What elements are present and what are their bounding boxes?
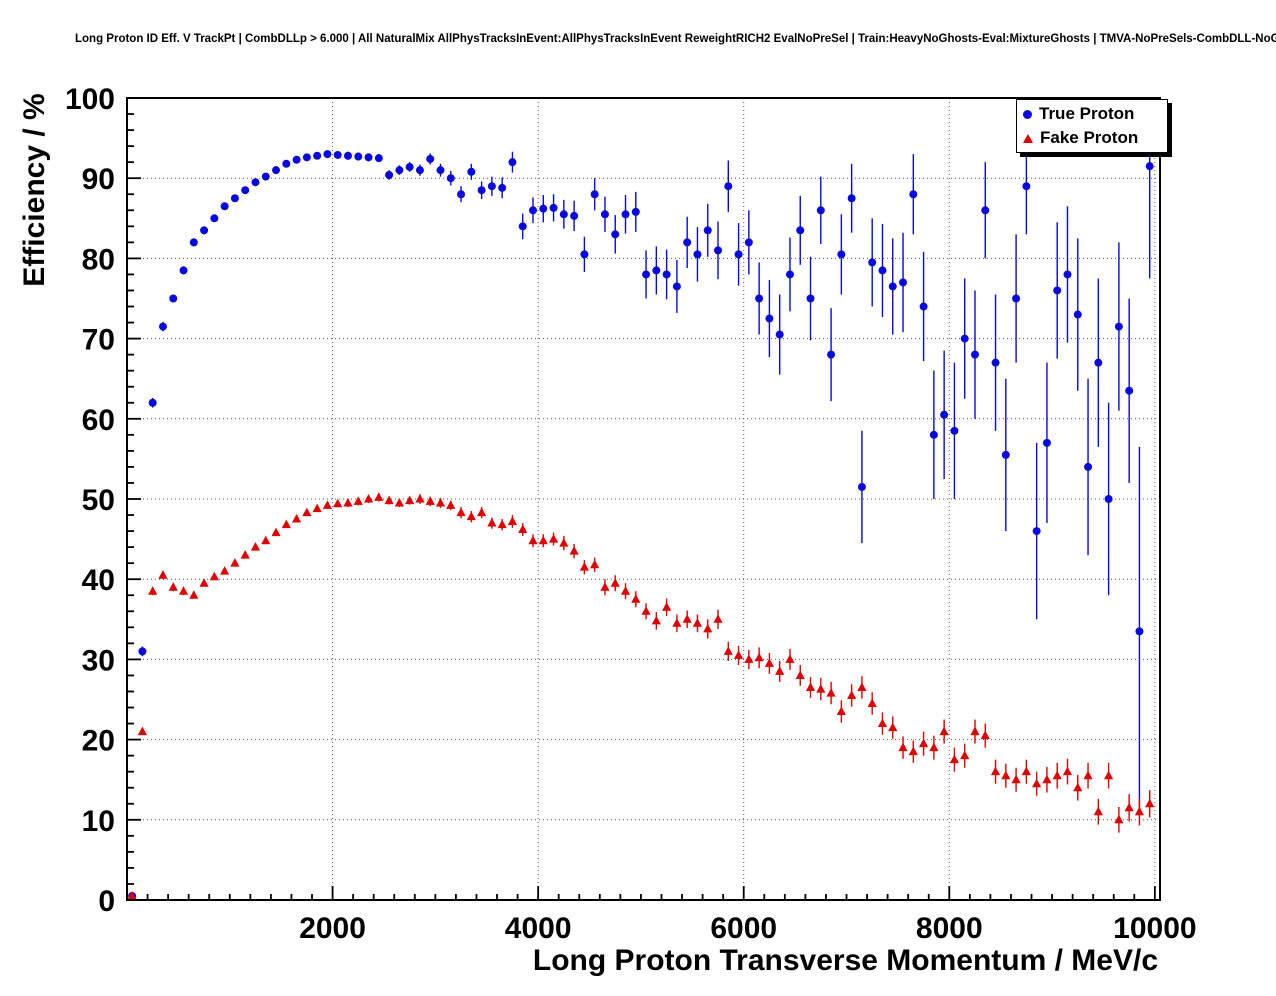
- axis-ticks: [126, 97, 1156, 901]
- y-tick-label: 30: [82, 644, 115, 677]
- legend: True Proton Fake Proton: [1016, 99, 1168, 153]
- x-tick-label: 8000: [916, 912, 983, 945]
- y-tick-label: 10: [82, 805, 115, 838]
- x-tick-label: 6000: [710, 912, 777, 945]
- legend-item-true-proton: True Proton: [1023, 102, 1161, 126]
- y-tick-label: 90: [82, 163, 115, 196]
- series-true-proton: [128, 98, 1154, 900]
- legend-label-fake-proton: Fake Proton: [1040, 128, 1139, 147]
- x-tick-label: 2000: [299, 912, 366, 945]
- gridlines: [127, 98, 1160, 900]
- triangle-marker-icon: [1023, 133, 1033, 143]
- y-tick-label: 60: [82, 404, 115, 437]
- x-tick-label: 4000: [505, 912, 572, 945]
- y-tick-label: 40: [82, 564, 115, 597]
- x-axis-title: Long Proton Transverse Momentum / MeV/c: [533, 944, 1158, 977]
- plot-title: Long Proton ID Eff. V TrackPt | CombDLLp…: [75, 33, 1276, 45]
- tick-labels: 0 10 20 30 40 50 60 70 80 90 100 2000 4000 6000 8000 10…: [65, 83, 1197, 945]
- x-tick-label: 10000: [1113, 912, 1196, 945]
- legend-item-fake-proton: Fake Proton: [1023, 126, 1161, 150]
- y-tick-label: 50: [82, 484, 115, 517]
- series-layer: [127, 98, 1155, 900]
- y-tick-label: 20: [82, 725, 115, 758]
- y-tick-label: 100: [65, 83, 115, 116]
- y-tick-label: 70: [82, 324, 115, 357]
- circle-marker-icon: [1023, 109, 1032, 119]
- y-axis-title: Efficiency / %: [18, 93, 51, 286]
- series-fake-proton: [127, 492, 1155, 900]
- y-tick-label: 80: [82, 243, 115, 276]
- y-tick-label: 0: [98, 885, 115, 918]
- legend-label-true-proton: True Proton: [1039, 104, 1135, 123]
